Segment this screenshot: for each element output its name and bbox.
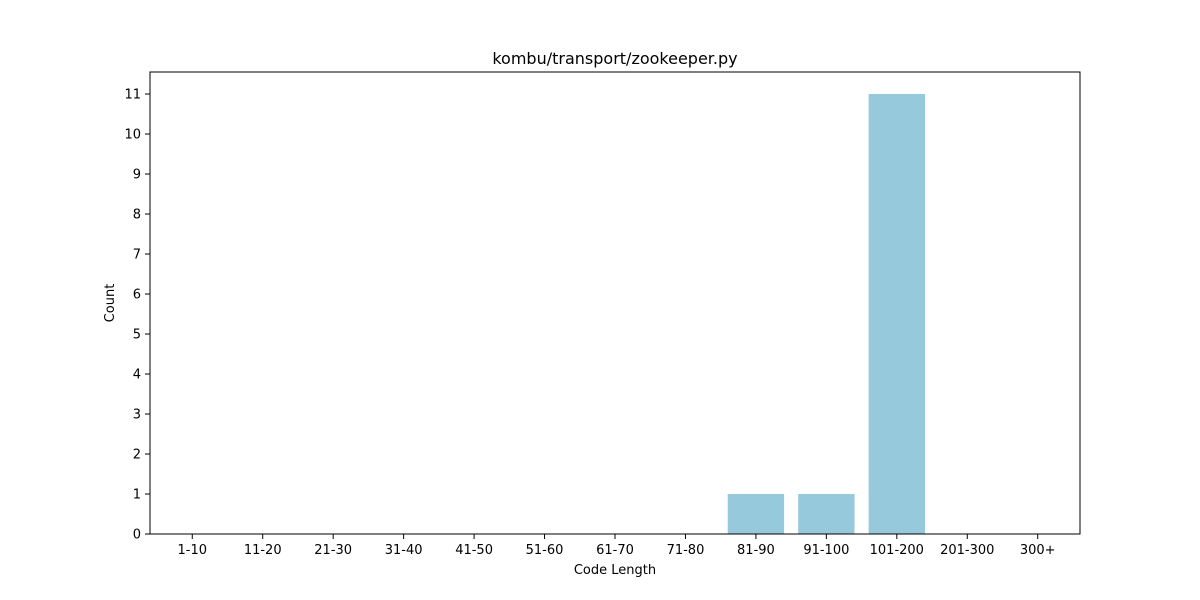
x-tick-label-71-80: 71-80 <box>667 543 705 558</box>
bars-layer <box>727 94 925 534</box>
y-tick-label-0: 0 <box>133 528 141 543</box>
bar-81-90 <box>727 494 785 534</box>
x-tick-label-31-40: 31-40 <box>385 543 423 558</box>
x-tick-label-11-20: 11-20 <box>244 543 282 558</box>
y-tick-label-4: 4 <box>133 368 141 383</box>
y-tick-label-8: 8 <box>133 208 141 223</box>
y-tick-label-10: 10 <box>124 128 141 143</box>
y-tick-label-11: 11 <box>124 88 141 103</box>
y-tick-label-1: 1 <box>133 488 141 503</box>
x-tick-label-91-100: 91-100 <box>803 543 849 558</box>
x-tick-label-300+: 300+ <box>1020 543 1056 558</box>
y-tick-label-2: 2 <box>133 448 141 463</box>
y-tick-label-3: 3 <box>133 408 141 423</box>
x-tick-label-201-300: 201-300 <box>940 543 994 558</box>
x-axis-label: Code Length <box>574 563 656 578</box>
x-tick-label-61-70: 61-70 <box>596 543 634 558</box>
y-tick-label-7: 7 <box>133 248 141 263</box>
y-axis-label: Count <box>103 284 118 323</box>
x-tick-label-41-50: 41-50 <box>455 543 493 558</box>
x-tick-label-101-200: 101-200 <box>870 543 924 558</box>
y-tick-label-5: 5 <box>133 328 141 343</box>
y-tick-label-6: 6 <box>133 288 141 303</box>
bar-101-200 <box>868 94 925 534</box>
chart-title: kombu/transport/zookeeper.py <box>492 49 737 68</box>
x-tick-label-21-30: 21-30 <box>314 543 352 558</box>
x-tick-label-1-10: 1-10 <box>178 543 208 558</box>
y-tick-label-9: 9 <box>133 168 141 183</box>
bar-91-100 <box>798 494 855 534</box>
x-tick-label-81-90: 81-90 <box>737 543 775 558</box>
ticks-layer: 1-10 11-20 21-30 31-40 41-50 51-60 61-70 71-80 8… <box>124 88 1055 559</box>
x-tick-label-51-60: 51-60 <box>526 543 564 558</box>
